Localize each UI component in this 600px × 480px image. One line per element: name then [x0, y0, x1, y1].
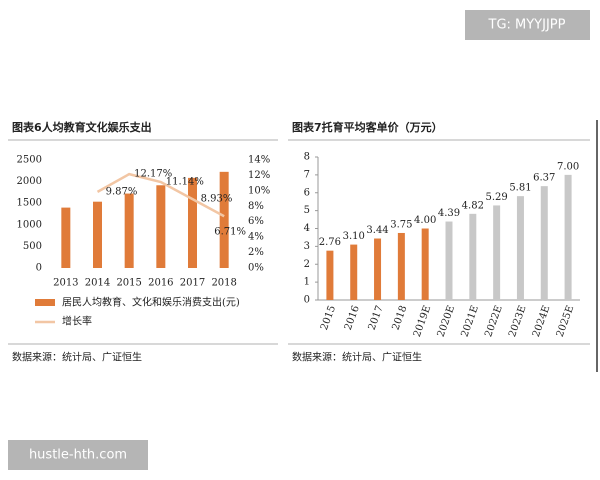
- y-tick-label: 6: [304, 187, 310, 198]
- watermark-box: [8, 440, 148, 470]
- data-label: 12.17%: [134, 169, 172, 180]
- legend-label: 增长率: [62, 315, 92, 328]
- y-tick-label: 5: [304, 205, 310, 216]
- legend-label: 居民人均教育、文化和娱乐消费支出(元): [62, 296, 240, 309]
- data-label: 6.37: [533, 173, 555, 184]
- source: 数据来源：统计局、广证恒生: [12, 351, 142, 364]
- y-tick-label: 1: [304, 277, 310, 288]
- y-tick-label: 2000: [17, 176, 42, 187]
- data-label: 5.81: [509, 183, 531, 194]
- bar: [421, 228, 429, 300]
- x-tick-label: 2018: [211, 278, 236, 289]
- data-label: 2.76: [319, 237, 341, 248]
- y-tick-label: 8: [304, 152, 310, 163]
- bar: [540, 186, 548, 300]
- bar: [445, 221, 453, 300]
- watermark-box: [465, 10, 590, 40]
- x-tick-label: 2014: [85, 278, 110, 289]
- data-label: 4.82: [462, 200, 484, 211]
- x-tick-label: 2017: [180, 278, 205, 289]
- data-label: 11.14%: [166, 177, 204, 188]
- watermark: TG: MYYJJPP: [488, 18, 566, 33]
- x-tick-label: 2013: [53, 278, 78, 289]
- y-tick-label: 0: [304, 295, 310, 306]
- y2-tick-label: 6%: [248, 216, 264, 227]
- bar: [374, 238, 382, 300]
- line: [96, 172, 225, 218]
- data-label: 3.44: [366, 225, 388, 236]
- y2-tick-label: 4%: [248, 232, 264, 243]
- data-label: 3.10: [343, 231, 365, 242]
- y-tick-label: 500: [23, 241, 42, 252]
- source: 数据来源：统计局、广证恒生: [292, 351, 422, 364]
- y2-tick-label: 2%: [248, 247, 264, 258]
- data-label: 6.71%: [214, 227, 246, 238]
- y-tick-label: 7: [304, 169, 310, 180]
- chart-title: 图表6人均教育文化娱乐支出: [12, 120, 152, 134]
- bar: [61, 207, 71, 268]
- bar: [350, 244, 358, 300]
- y2-tick-label: 8%: [248, 201, 264, 212]
- bar: [397, 232, 405, 300]
- y2-tick-label: 0%: [248, 263, 264, 274]
- bar: [493, 205, 501, 300]
- data-label: 4.39: [438, 208, 460, 219]
- bar: [564, 174, 572, 300]
- y-tick-label: 2: [304, 259, 310, 270]
- bar: [124, 193, 134, 268]
- data-label: 5.29: [486, 192, 508, 203]
- y2-tick-label: 12%: [248, 170, 270, 181]
- x-tick-label: 2016: [148, 278, 173, 289]
- data-label: 3.75: [390, 219, 412, 230]
- data-label: 8.93%: [201, 194, 233, 205]
- bar: [93, 201, 102, 268]
- data-label: 7.00: [557, 161, 579, 172]
- bar: [188, 177, 197, 268]
- bar: [156, 185, 166, 268]
- bar: [469, 213, 477, 300]
- y-tick-label: 4: [304, 223, 310, 234]
- y-tick-label: 1000: [17, 219, 42, 230]
- legend-swatch: [35, 299, 55, 306]
- chart-title: 图表7托育平均客单价（万元）: [292, 120, 443, 134]
- y2-tick-label: 14%: [248, 155, 270, 166]
- watermark: hustle-hth.com: [29, 448, 127, 463]
- data-label: 9.87%: [106, 186, 138, 197]
- y-tick-label: 0: [36, 263, 42, 274]
- data-label: 4.00: [414, 215, 436, 226]
- y2-tick-label: 10%: [248, 185, 270, 196]
- y-tick-label: 1500: [17, 198, 42, 209]
- bar: [219, 171, 229, 268]
- x-tick-label: 2015: [116, 278, 141, 289]
- y-tick-label: 2500: [17, 155, 42, 166]
- bar: [516, 196, 524, 300]
- y-tick-label: 3: [304, 241, 310, 252]
- bar: [326, 250, 334, 300]
